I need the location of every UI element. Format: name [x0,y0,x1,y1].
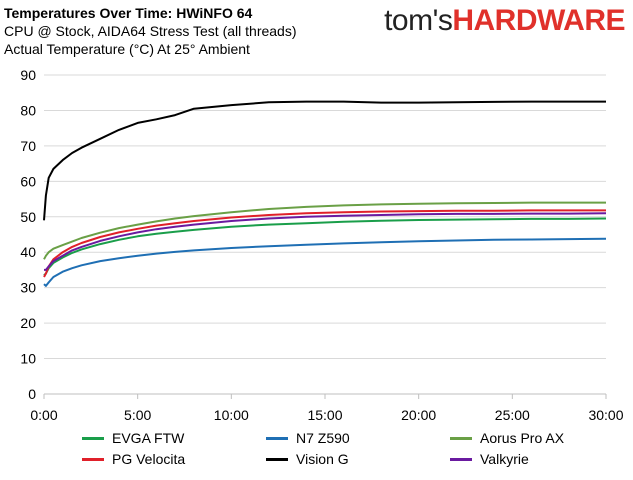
chart-title: Temperatures Over Time: HWiNFO 64 [4,5,253,21]
y-tick-label: 50 [20,209,36,225]
series-line-aorus-pro-ax [43,201,606,260]
series-line-n7-z590 [43,237,607,287]
series-line-valkyrie [44,212,607,271]
x-tick-label: 0:00 [30,407,57,423]
logo-part-hardware: HARDWARE [452,4,625,37]
y-tick-label: 90 [20,67,36,83]
chart-ylabel: Actual Temperature (°C) At 25° Ambient [4,41,250,57]
x-tick-label: 25:00 [495,407,530,423]
y-tick-label: 60 [20,173,36,189]
y-tick-label: 40 [20,244,36,260]
x-tick-label: 30:00 [588,407,623,423]
x-tick-label: 20:00 [401,407,436,423]
x-tick-label: 5:00 [124,407,151,423]
y-tick-label: 0 [28,386,36,402]
y-tick-label: 30 [20,280,36,296]
logo-part-toms: tom's [384,4,453,37]
y-tick-label: 20 [20,315,36,331]
title-block: Temperatures Over Time: HWiNFO 64 CPU @ … [4,4,297,58]
x-tick-label: 10:00 [214,407,249,423]
chart-subtitle: CPU @ Stock, AIDA64 Stress Test (all thr… [4,23,297,39]
series-line-evga-ftw [43,217,607,277]
toms-hardware-logo: tom'sHARDWARE [384,4,625,38]
y-tick-label: 80 [20,102,36,118]
y-tick-label: 70 [20,138,36,154]
x-tick-label: 15:00 [307,407,342,423]
series-line-vision-g [43,100,606,221]
series-line-pg-velocita [43,209,606,278]
y-tick-label: 10 [20,351,36,367]
